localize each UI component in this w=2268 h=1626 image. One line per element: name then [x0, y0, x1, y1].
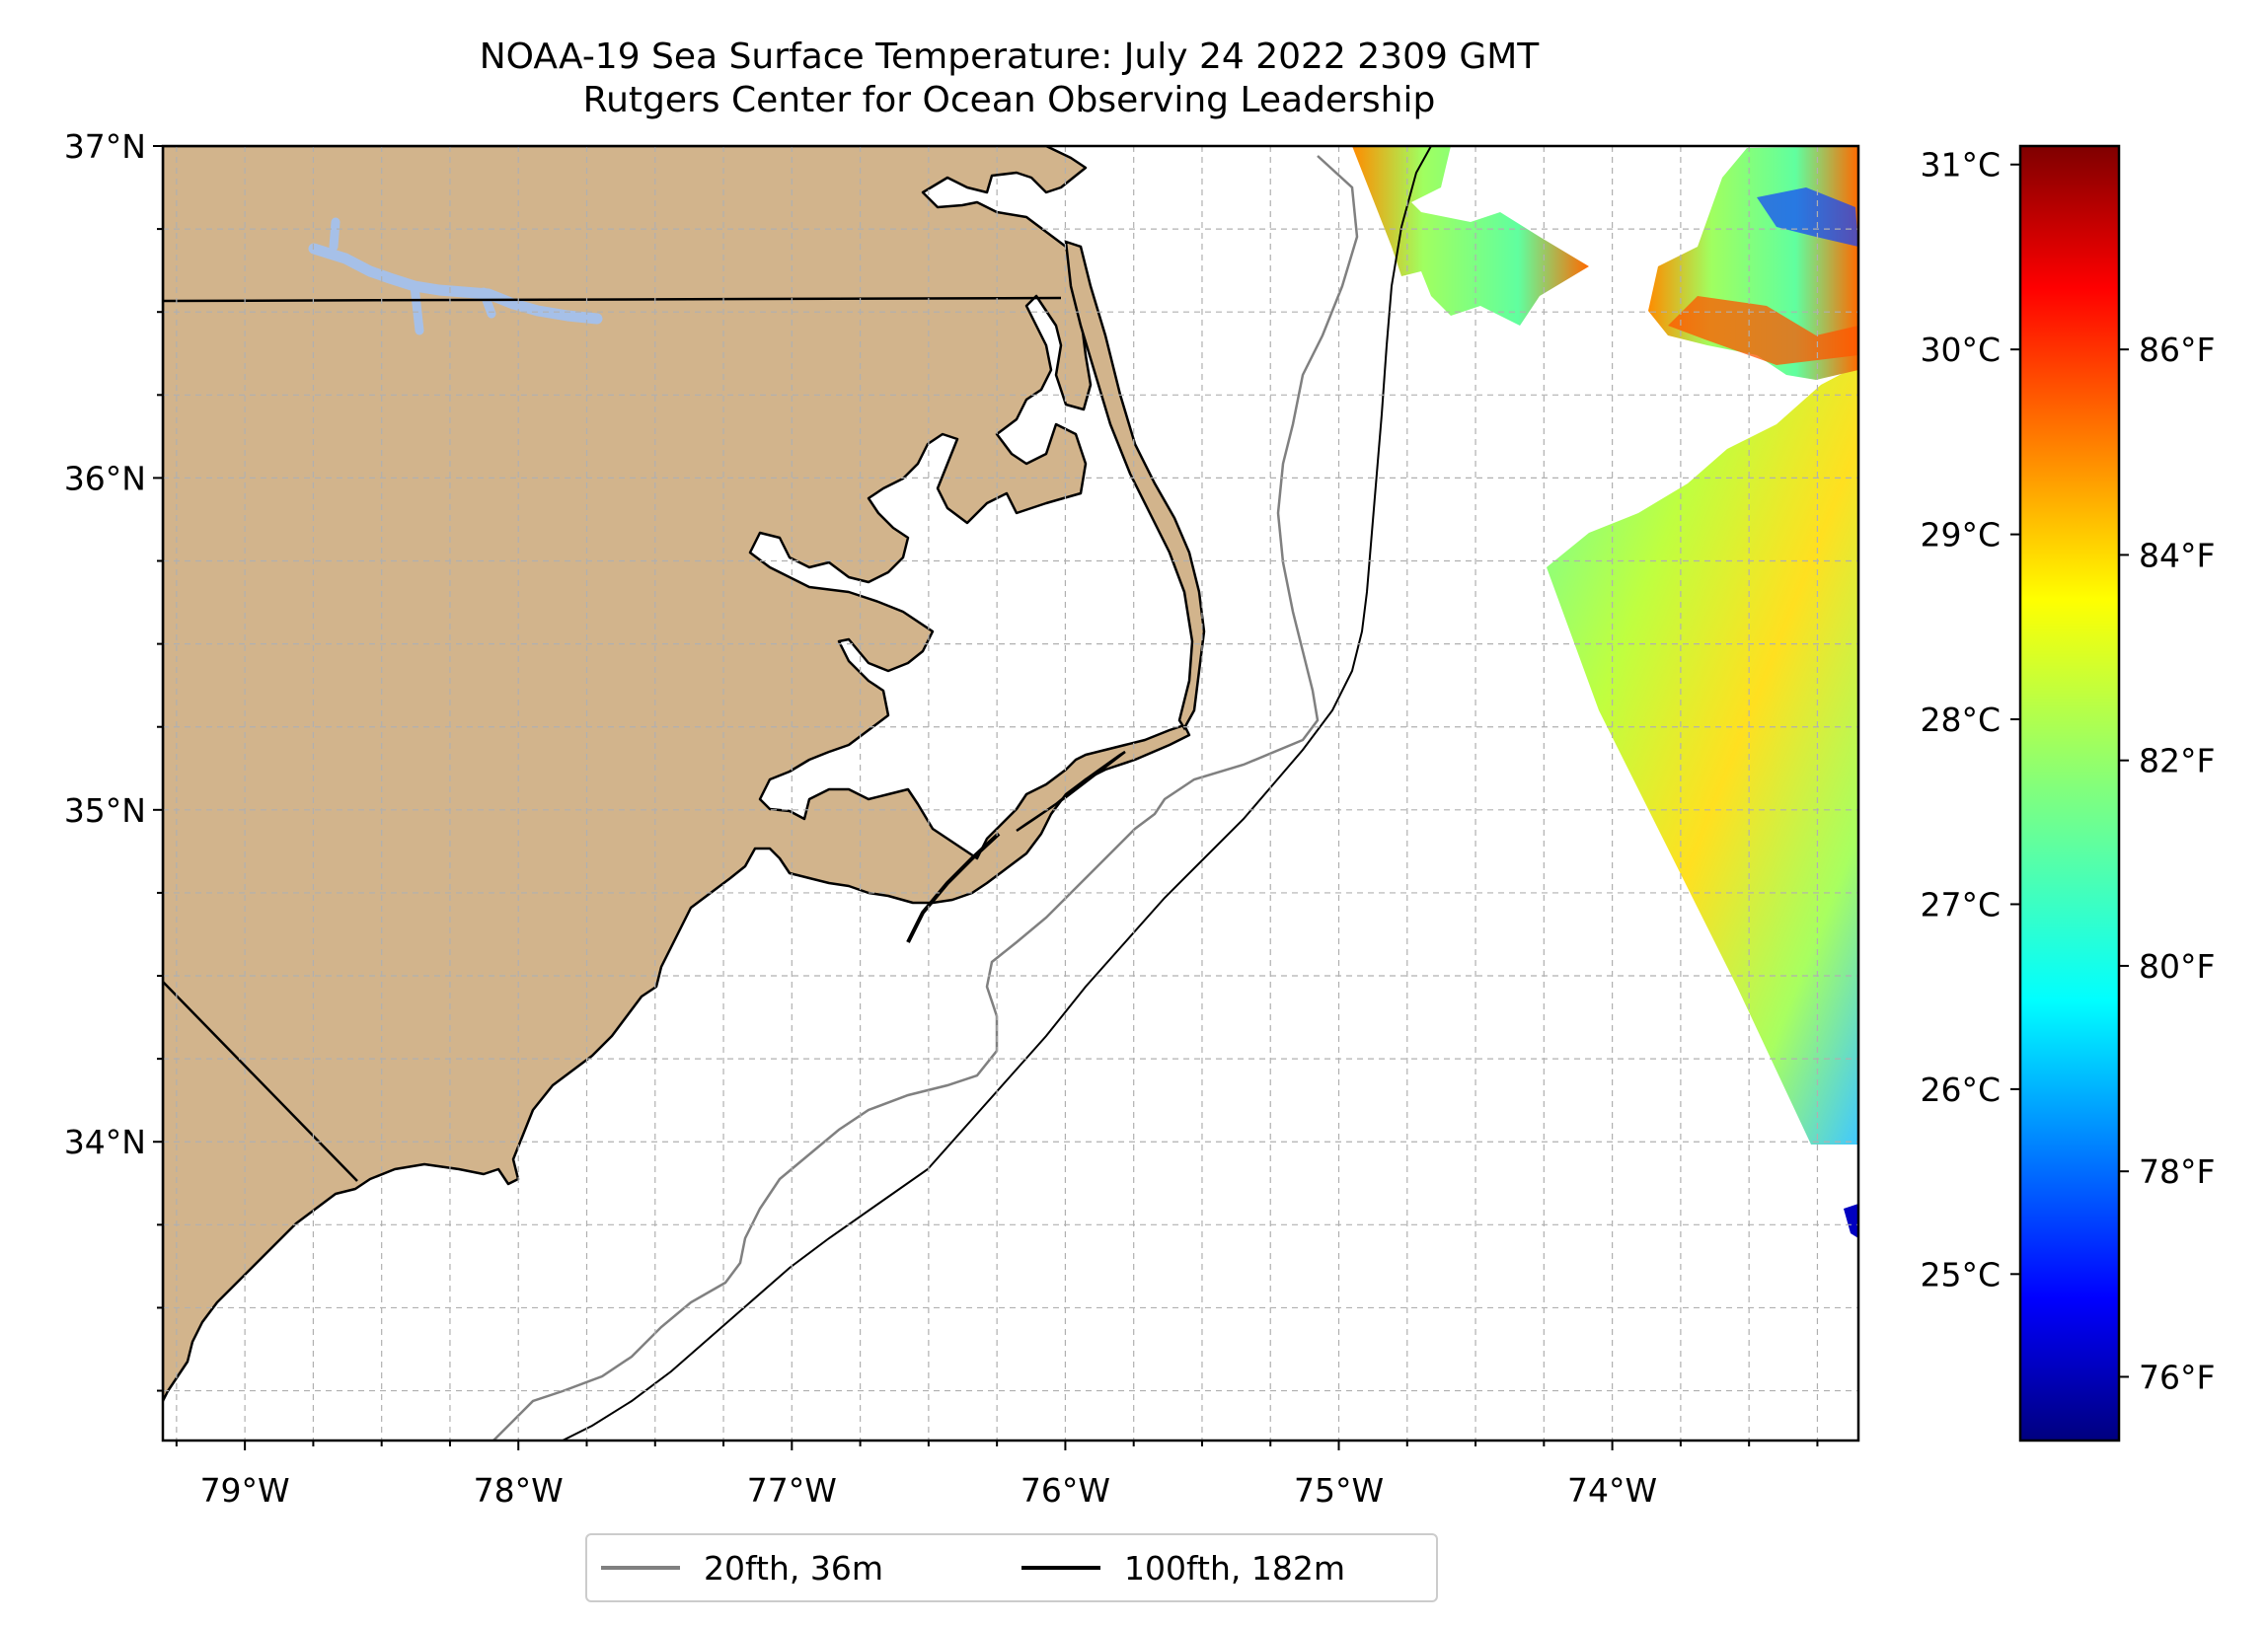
lon-tick-label: 75°W	[1294, 1471, 1384, 1510]
colorbar-celsius-label: 30°C	[1920, 331, 2001, 369]
lat-tick-label: 34°N	[64, 1123, 146, 1161]
legend-label-20fth: 20fth, 36m	[704, 1548, 883, 1588]
state-border-va-nc	[163, 296, 1062, 303]
colorbar-fahrenheit-label: 84°F	[2139, 536, 2215, 574]
gridlines	[163, 145, 1858, 1441]
map-frame	[161, 144, 1860, 1442]
latitude-labels: 37°N 36°N 35°N 34°N	[64, 127, 146, 1161]
lon-tick-label: 76°W	[1021, 1471, 1110, 1510]
colorbar-fahrenheit-label: 80°F	[2139, 947, 2215, 986]
colorbar-celsius-label: 25°C	[1920, 1255, 2001, 1293]
legend-swatch-black	[1021, 1566, 1100, 1570]
legend-swatch-gray	[601, 1566, 680, 1570]
legend-item-20fth: 20fth, 36m	[601, 1535, 883, 1600]
lat-tick-label: 37°N	[64, 127, 146, 166]
colorbar-celsius-label: 27°C	[1920, 885, 2001, 924]
map-subtitle: Rutgers Center for Ocean Observing Leade…	[582, 80, 1436, 120]
colorbar-fahrenheit-label: 82°F	[2139, 742, 2215, 780]
lake-kerr-arm	[329, 217, 496, 335]
lon-tick-label: 77°W	[747, 1471, 837, 1510]
isobath-20fth	[492, 155, 1359, 1441]
sst-swath-main	[1547, 365, 1858, 1145]
colorbar-celsius-ticks: 31°C 30°C 29°C 28°C 27°C 26°C 25°C	[1920, 146, 2020, 1293]
land-cape-lookout-spit	[906, 832, 1001, 943]
colorbar-fahrenheit-label: 78°F	[2139, 1152, 2215, 1191]
lon-tick-label: 78°W	[474, 1471, 564, 1510]
axis-ticks	[153, 145, 1819, 1450]
sst-warm-patch	[1668, 296, 1858, 365]
land-outer-banks-south	[1016, 750, 1126, 833]
colorbar-fahrenheit-label: 76°F	[2139, 1358, 2215, 1396]
sst-cold-patch-south	[1844, 1204, 1858, 1238]
isobath-legend: 20fth, 36m 100fth, 182m	[585, 1533, 1438, 1602]
colorbar-fahrenheit-ticks: 86°F 84°F 82°F 80°F 78°F 76°F	[2119, 331, 2215, 1396]
land-outer-banks-north	[1064, 240, 1206, 731]
lon-tick-label: 79°W	[200, 1471, 290, 1510]
lon-tick-label: 74°W	[1567, 1471, 1657, 1510]
isobath-100fth	[562, 146, 1432, 1441]
colorbar	[2018, 144, 2121, 1442]
state-border-nc-sc	[163, 981, 358, 1182]
map-title: NOAA-19 Sea Surface Temperature: July 24…	[479, 37, 1540, 77]
legend-label-100fth: 100fth, 182m	[1124, 1548, 1345, 1588]
land-mainland	[163, 146, 1191, 1403]
colorbar-celsius-label: 26°C	[1920, 1071, 2001, 1109]
lat-tick-label: 36°N	[64, 459, 146, 497]
colorbar-celsius-label: 29°C	[1920, 516, 2001, 554]
colorbar-celsius-label: 28°C	[1920, 701, 2001, 739]
longitude-labels: 79°W 78°W 77°W 76°W 75°W 74°W	[200, 1471, 1658, 1510]
sst-cool-patch	[1757, 187, 1858, 247]
colorbar-fahrenheit-label: 86°F	[2139, 331, 2215, 369]
lat-tick-label: 35°N	[64, 791, 146, 830]
colorbar-celsius-label: 31°C	[1920, 146, 2001, 185]
legend-item-100fth: 100fth, 182m	[1021, 1535, 1345, 1600]
